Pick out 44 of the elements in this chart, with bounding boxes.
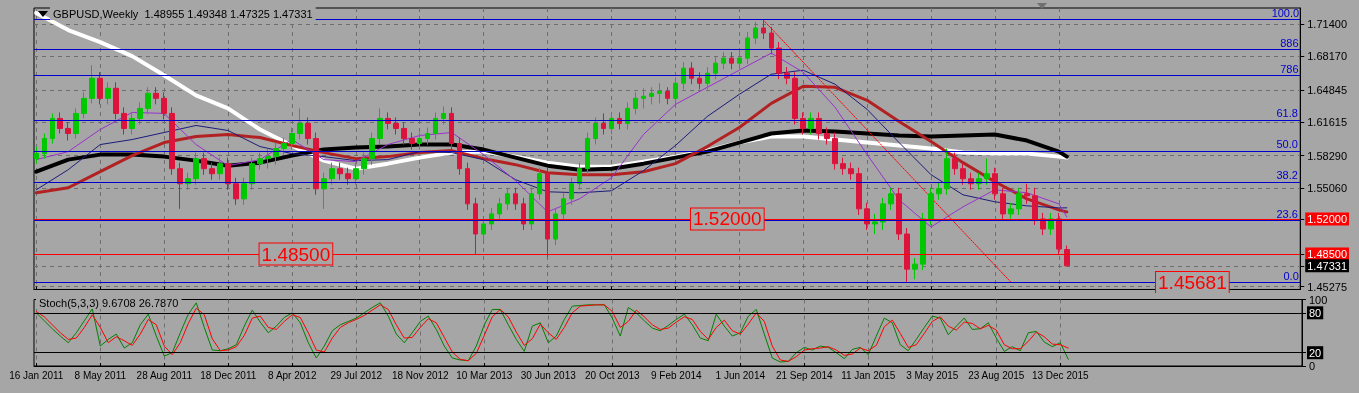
annotation: 1.52000 bbox=[692, 208, 762, 230]
y-tick-label: 1.47331 bbox=[1307, 259, 1347, 272]
x-tick-label: 18 Nov 2012 bbox=[391, 369, 450, 381]
y-tick-label: 1.68170 bbox=[1307, 50, 1347, 63]
x-tick-label: 30 Jun 2013 bbox=[520, 369, 577, 381]
x-tick-label: 13 Dec 2015 bbox=[1031, 369, 1090, 381]
x-tick-label: 9 Feb 2014 bbox=[650, 369, 703, 381]
x-tick-label: 8 Apr 2012 bbox=[268, 369, 317, 381]
y-tick-label: 80 bbox=[1309, 306, 1322, 319]
x-tick-label: 1 Jun 2014 bbox=[715, 369, 766, 381]
x-tick-label: 21 Sep 2014 bbox=[775, 369, 834, 381]
x-tick-label: 18 Dec 2011 bbox=[200, 369, 257, 381]
y-tick-label: 1.48500 bbox=[1307, 248, 1347, 261]
annotation: 38.2 bbox=[1276, 169, 1298, 182]
y-tick-label: 1.61615 bbox=[1307, 116, 1347, 129]
annotation: 23.6 bbox=[1276, 207, 1298, 220]
annotation: 50.0 bbox=[1276, 138, 1298, 151]
x-tick-label: 8 May 2011 bbox=[74, 369, 127, 381]
x-tick-label: 16 Jan 2011 bbox=[9, 369, 64, 381]
y-tick-label: 20 bbox=[1309, 346, 1322, 359]
x-tick-label: 20 Oct 2013 bbox=[585, 369, 640, 381]
y-tick-label: 0 bbox=[1309, 360, 1316, 372]
y-tick-label: 1.71400 bbox=[1307, 17, 1347, 30]
y-tick-label: 1.55060 bbox=[1307, 182, 1347, 195]
annotation: 1.48500 bbox=[261, 243, 331, 265]
y-tick-label: 1.45275 bbox=[1307, 280, 1347, 293]
y-tick-label: 1.64845 bbox=[1307, 83, 1347, 96]
annotation: 786 bbox=[1280, 63, 1299, 76]
x-tick-label: 23 Aug 2015 bbox=[968, 369, 1025, 381]
chart-title: GBPUSD,Weekly 1.48955 1.49348 1.47325 1.47331 bbox=[53, 7, 313, 20]
y-tick-label: 1.58290 bbox=[1307, 149, 1347, 162]
x-tick-label: 28 Aug 2011 bbox=[136, 369, 193, 381]
x-tick-label: 29 Jul 2012 bbox=[330, 369, 383, 381]
chart-title: Stoch(5,3,3) 9.6708 26.7870 bbox=[39, 296, 179, 309]
y-tick-label: 100 bbox=[1309, 293, 1328, 306]
x-tick-label: 11 Jan 2015 bbox=[841, 369, 896, 381]
y-tick-label: 1.52000 bbox=[1307, 212, 1347, 225]
annotation: 100.0 bbox=[1271, 6, 1300, 19]
annotation: 886 bbox=[1280, 36, 1299, 49]
x-tick-label: 3 May 2015 bbox=[906, 369, 959, 381]
annotation: 0.0 bbox=[1283, 269, 1299, 282]
annotation: 1.45681 bbox=[1158, 271, 1227, 293]
annotation: 61.8 bbox=[1276, 107, 1298, 120]
x-tick-label: 10 Mar 2013 bbox=[456, 369, 513, 381]
